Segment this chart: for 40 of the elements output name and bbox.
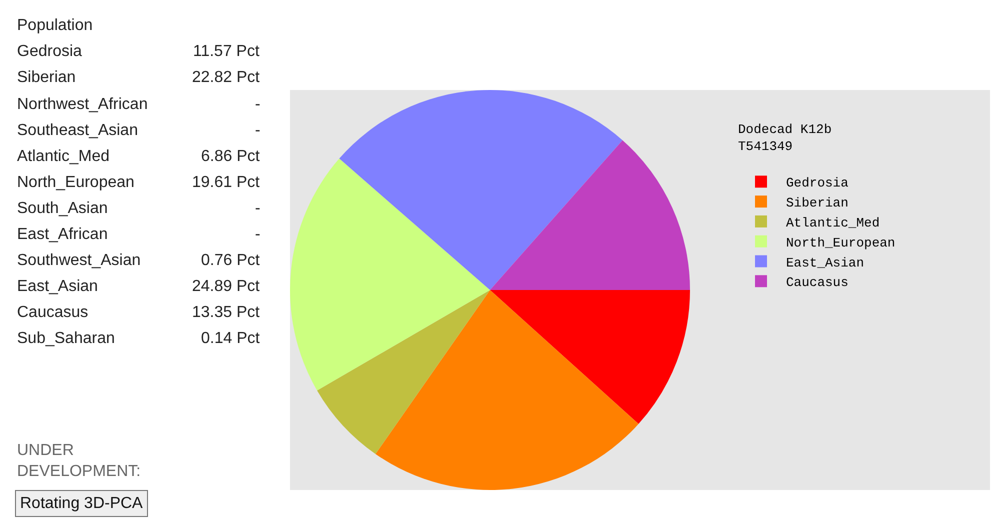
text: - [255, 226, 260, 243]
text: UNDER DEVELOPMENT: [17, 442, 141, 480]
category-label: Caucasus [17, 304, 88, 321]
legend-title: Dodecad K12b T541349 [738, 122, 832, 154]
text: - [255, 122, 260, 139]
category-label: Southwest_Asian [17, 252, 141, 269]
pie-slice [490, 290, 690, 424]
legend-label: Caucasus [786, 275, 848, 290]
legend-label: Atlantic_Med [786, 216, 880, 231]
text: Population [17, 17, 93, 34]
category-label: Gedrosia [17, 43, 82, 60]
text: 0.14 Pct [201, 330, 260, 347]
text: 11.57 Pct [193, 43, 260, 60]
text: 22.82 Pct [192, 69, 260, 86]
text: 6.86 Pct [201, 148, 260, 165]
pie-slice [375, 290, 639, 490]
legend-label: North_European [786, 235, 896, 250]
text: - [255, 200, 260, 217]
category-label: Northwest_African [17, 96, 148, 113]
category-label: Southeast_Asian [17, 122, 138, 139]
legend-label: Gedrosia [786, 176, 849, 191]
category-label: South_Asian [17, 200, 108, 217]
pie-slice [317, 290, 490, 454]
text: 19.61 Pct [192, 174, 260, 191]
legend-label: Siberian [786, 196, 848, 211]
pie-slice [490, 140, 690, 290]
text: - [255, 96, 260, 113]
category-label: Atlantic_Med [17, 148, 110, 165]
category-label: Siberian [17, 69, 76, 86]
category-label: East_African [17, 226, 108, 243]
text: 24.89 Pct [192, 278, 260, 295]
text: 0.76 Pct [201, 252, 260, 269]
pie-slice [290, 158, 490, 390]
text: Rotating 3D-PCA [20, 495, 144, 512]
category-label: Sub_Saharan [17, 330, 115, 347]
category-label: North_European [17, 174, 134, 191]
legend-label: East_Asian [786, 255, 864, 270]
pie-slice [339, 90, 623, 290]
text: 13.35 Pct [192, 304, 260, 321]
category-label: East_Asian [17, 278, 98, 295]
